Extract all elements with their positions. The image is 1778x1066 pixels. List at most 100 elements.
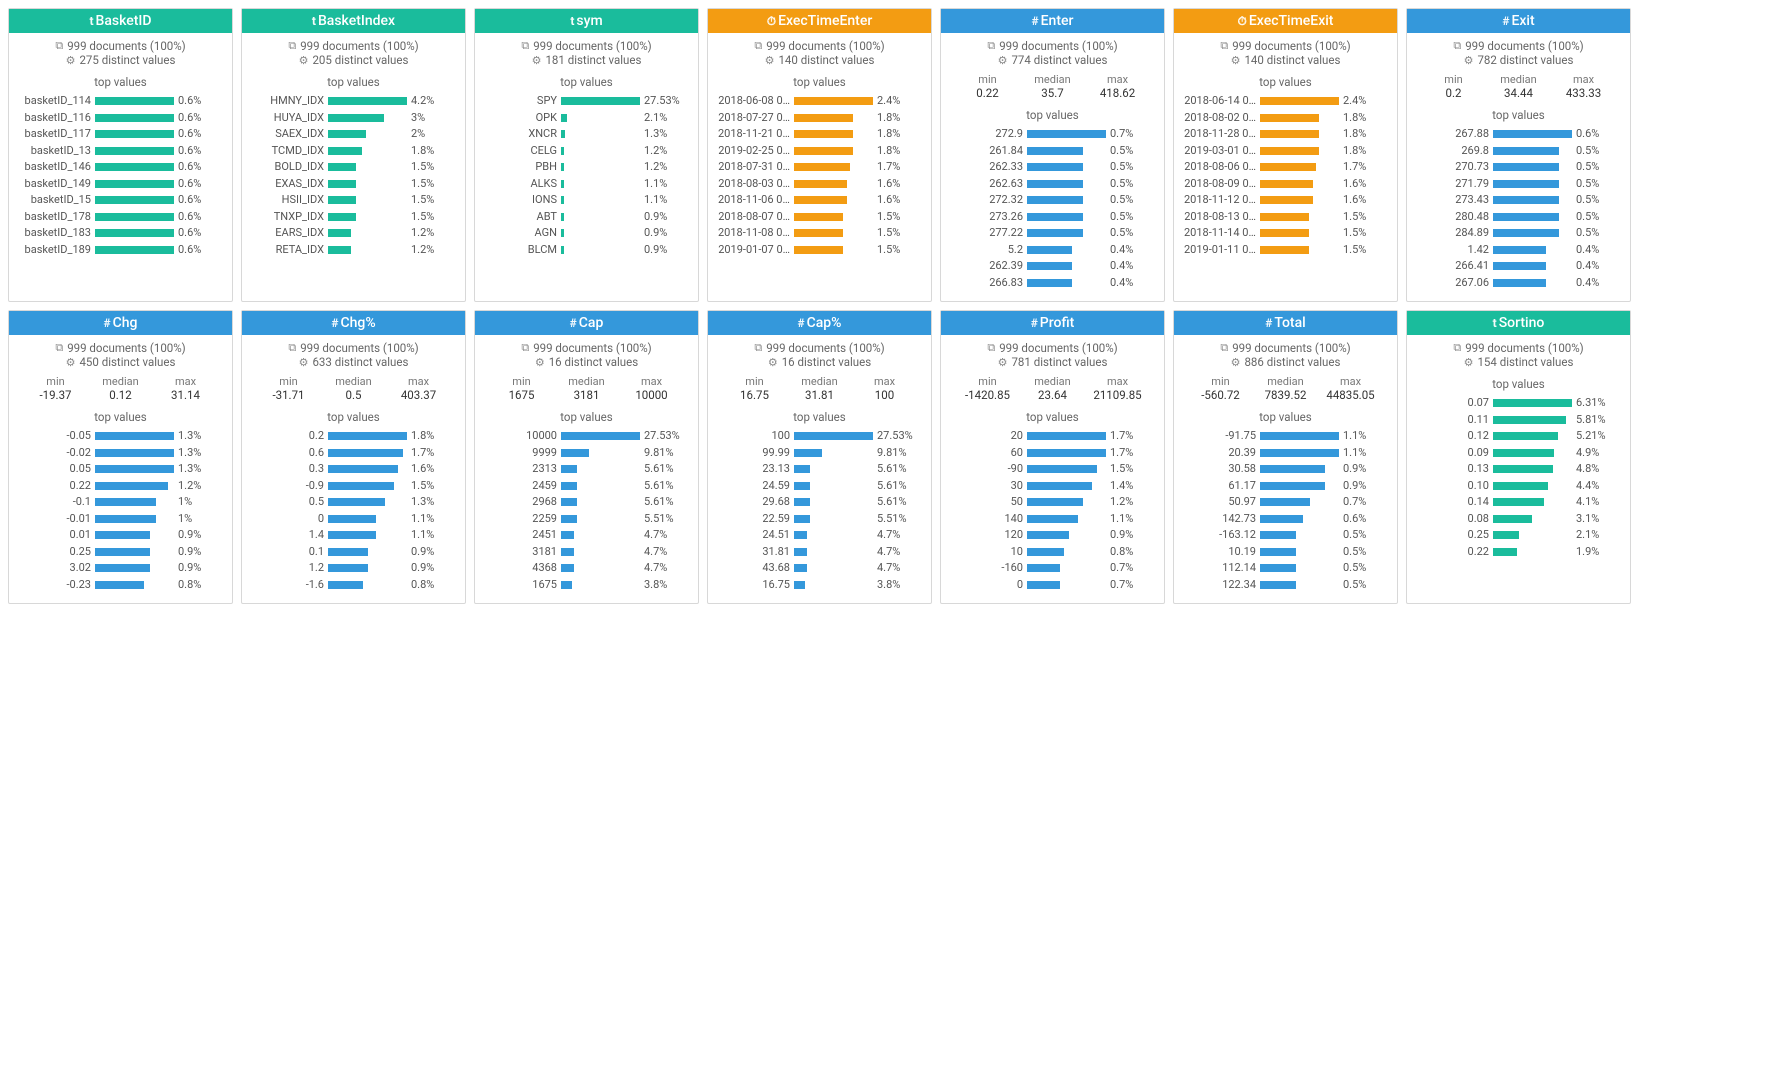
- top-value-row[interactable]: ABT0.9%: [485, 209, 688, 226]
- top-value-row[interactable]: 01.1%: [252, 511, 455, 528]
- top-value-row[interactable]: 270.730.5%: [1417, 159, 1620, 176]
- field-card[interactable]: #Cap%⧉999 documents (100%)⚙16 distinct v…: [707, 310, 932, 604]
- top-value-row[interactable]: 284.890.5%: [1417, 225, 1620, 242]
- card-header[interactable]: #Cap%: [708, 311, 931, 335]
- top-value-row[interactable]: 2018-11-14 00:…1.5%: [1184, 225, 1387, 242]
- top-value-row[interactable]: 0.104.4%: [1417, 478, 1620, 495]
- top-value-row[interactable]: 261.840.5%: [951, 143, 1154, 160]
- field-card[interactable]: tBasketIndex⧉999 documents (100%)⚙205 di…: [241, 8, 466, 302]
- field-card[interactable]: tSortino⧉999 documents (100%)⚙154 distin…: [1406, 310, 1631, 604]
- top-value-row[interactable]: 0.144.1%: [1417, 494, 1620, 511]
- top-value-row[interactable]: 99999.81%: [485, 445, 688, 462]
- top-value-row[interactable]: 50.970.7%: [1184, 494, 1387, 511]
- top-value-row[interactable]: 29.685.61%: [718, 494, 921, 511]
- card-header[interactable]: ⏱ExecTimeEnter: [708, 9, 931, 33]
- field-card[interactable]: #Chg%⧉999 documents (100%)⚙633 distinct …: [241, 310, 466, 604]
- card-header[interactable]: tSortino: [1407, 311, 1630, 335]
- card-header[interactable]: #Profit: [941, 311, 1164, 335]
- top-value-row[interactable]: CELG1.2%: [485, 143, 688, 160]
- field-card[interactable]: tBasketID⧉999 documents (100%)⚙275 disti…: [8, 8, 233, 302]
- top-value-row[interactable]: 0.252.1%: [1417, 527, 1620, 544]
- field-card[interactable]: #Exit⧉999 documents (100%)⚙782 distinct …: [1406, 8, 1631, 302]
- top-value-row[interactable]: -0.11%: [19, 494, 222, 511]
- top-value-row[interactable]: 0.221.2%: [19, 478, 222, 495]
- top-value-row[interactable]: HMNY_IDX4.2%: [252, 93, 455, 110]
- top-value-row[interactable]: 2019-02-25 0…1.8%: [718, 143, 921, 160]
- card-header[interactable]: #Chg%: [242, 311, 465, 335]
- top-value-row[interactable]: basketID_130.6%: [19, 143, 222, 160]
- card-header[interactable]: #Exit: [1407, 9, 1630, 33]
- top-value-row[interactable]: 2018-08-02 0…1.8%: [1184, 110, 1387, 127]
- top-value-row[interactable]: 16753.8%: [485, 577, 688, 594]
- top-value-row[interactable]: 24.514.7%: [718, 527, 921, 544]
- field-card[interactable]: #Total⧉999 documents (100%)⚙886 distinct…: [1173, 310, 1398, 604]
- top-value-row[interactable]: 122.340.5%: [1184, 577, 1387, 594]
- top-value-row[interactable]: 262.630.5%: [951, 176, 1154, 193]
- top-value-row[interactable]: 272.90.7%: [951, 126, 1154, 143]
- top-value-row[interactable]: 30.580.9%: [1184, 461, 1387, 478]
- card-header[interactable]: ⏱ExecTimeExit: [1174, 9, 1397, 33]
- top-value-row[interactable]: PBH1.2%: [485, 159, 688, 176]
- top-value-row[interactable]: 0.010.9%: [19, 527, 222, 544]
- top-value-row[interactable]: basketID_1460.6%: [19, 159, 222, 176]
- top-value-row[interactable]: 61.170.9%: [1184, 478, 1387, 495]
- top-value-row[interactable]: 2018-07-31 0…1.7%: [718, 159, 921, 176]
- top-value-row[interactable]: 2018-08-09 0…1.6%: [1184, 176, 1387, 193]
- top-value-row[interactable]: -1.60.8%: [252, 577, 455, 594]
- top-value-row[interactable]: 266.410.4%: [1417, 258, 1620, 275]
- top-value-row[interactable]: 0.094.9%: [1417, 445, 1620, 462]
- top-value-row[interactable]: 31.814.7%: [718, 544, 921, 561]
- top-value-row[interactable]: basketID_1490.6%: [19, 176, 222, 193]
- top-value-row[interactable]: 24514.7%: [485, 527, 688, 544]
- top-value-row[interactable]: 2018-08-07 0…1.5%: [718, 209, 921, 226]
- top-value-row[interactable]: 262.390.4%: [951, 258, 1154, 275]
- top-value-row[interactable]: 201.7%: [951, 428, 1154, 445]
- top-value-row[interactable]: 0.115.81%: [1417, 412, 1620, 429]
- top-value-row[interactable]: 2018-06-08 0…2.4%: [718, 93, 921, 110]
- top-value-row[interactable]: 273.260.5%: [951, 209, 1154, 226]
- top-value-row[interactable]: 2019-01-07 0…1.5%: [718, 242, 921, 259]
- card-header[interactable]: #Enter: [941, 9, 1164, 33]
- top-value-row[interactable]: 0.134.8%: [1417, 461, 1620, 478]
- top-value-row[interactable]: 1000027.53%: [485, 428, 688, 445]
- top-value-row[interactable]: -901.5%: [951, 461, 1154, 478]
- top-value-row[interactable]: TCMD_IDX1.8%: [252, 143, 455, 160]
- field-card[interactable]: ⏱ExecTimeEnter⧉999 documents (100%)⚙140 …: [707, 8, 932, 302]
- top-value-row[interactable]: -0.021.3%: [19, 445, 222, 462]
- top-value-row[interactable]: 601.7%: [951, 445, 1154, 462]
- top-value-row[interactable]: TNXP_IDX1.5%: [252, 209, 455, 226]
- card-header[interactable]: #Chg: [9, 311, 232, 335]
- top-value-row[interactable]: SAEX_IDX2%: [252, 126, 455, 143]
- top-value-row[interactable]: SPY27.53%: [485, 93, 688, 110]
- top-value-row[interactable]: 0.125.21%: [1417, 428, 1620, 445]
- top-value-row[interactable]: EARS_IDX1.2%: [252, 225, 455, 242]
- field-card[interactable]: #Cap⧉999 documents (100%)⚙16 distinct va…: [474, 310, 699, 604]
- top-value-row[interactable]: 2018-08-03 0…1.6%: [718, 176, 921, 193]
- top-value-row[interactable]: 267.060.4%: [1417, 275, 1620, 292]
- top-value-row[interactable]: 43.684.7%: [718, 560, 921, 577]
- top-value-row[interactable]: 1401.1%: [951, 511, 1154, 528]
- top-value-row[interactable]: 10.190.5%: [1184, 544, 1387, 561]
- field-card[interactable]: #Profit⧉999 documents (100%)⚙781 distinc…: [940, 310, 1165, 604]
- top-value-row[interactable]: 2018-11-06 00…1.6%: [718, 192, 921, 209]
- top-value-row[interactable]: 273.430.5%: [1417, 192, 1620, 209]
- top-value-row[interactable]: 22.595.51%: [718, 511, 921, 528]
- top-value-row[interactable]: 277.220.5%: [951, 225, 1154, 242]
- top-value-row[interactable]: 501.2%: [951, 494, 1154, 511]
- top-value-row[interactable]: 2018-11-12 00:…1.6%: [1184, 192, 1387, 209]
- top-value-row[interactable]: RETA_IDX1.2%: [252, 242, 455, 259]
- top-value-row[interactable]: 271.790.5%: [1417, 176, 1620, 193]
- top-value-row[interactable]: 20.391.1%: [1184, 445, 1387, 462]
- top-value-row[interactable]: -163.120.5%: [1184, 527, 1387, 544]
- top-value-row[interactable]: basketID_1890.6%: [19, 242, 222, 259]
- top-value-row[interactable]: 0.076.31%: [1417, 395, 1620, 412]
- top-value-row[interactable]: EXAS_IDX1.5%: [252, 176, 455, 193]
- top-value-row[interactable]: 2018-07-27 0…1.8%: [718, 110, 921, 127]
- top-value-row[interactable]: -0.91.5%: [252, 478, 455, 495]
- top-value-row[interactable]: 1.41.1%: [252, 527, 455, 544]
- top-value-row[interactable]: -1600.7%: [951, 560, 1154, 577]
- top-value-row[interactable]: 1200.9%: [951, 527, 1154, 544]
- card-header[interactable]: #Cap: [475, 311, 698, 335]
- top-value-row[interactable]: 23135.61%: [485, 461, 688, 478]
- card-header[interactable]: tBasketID: [9, 9, 232, 33]
